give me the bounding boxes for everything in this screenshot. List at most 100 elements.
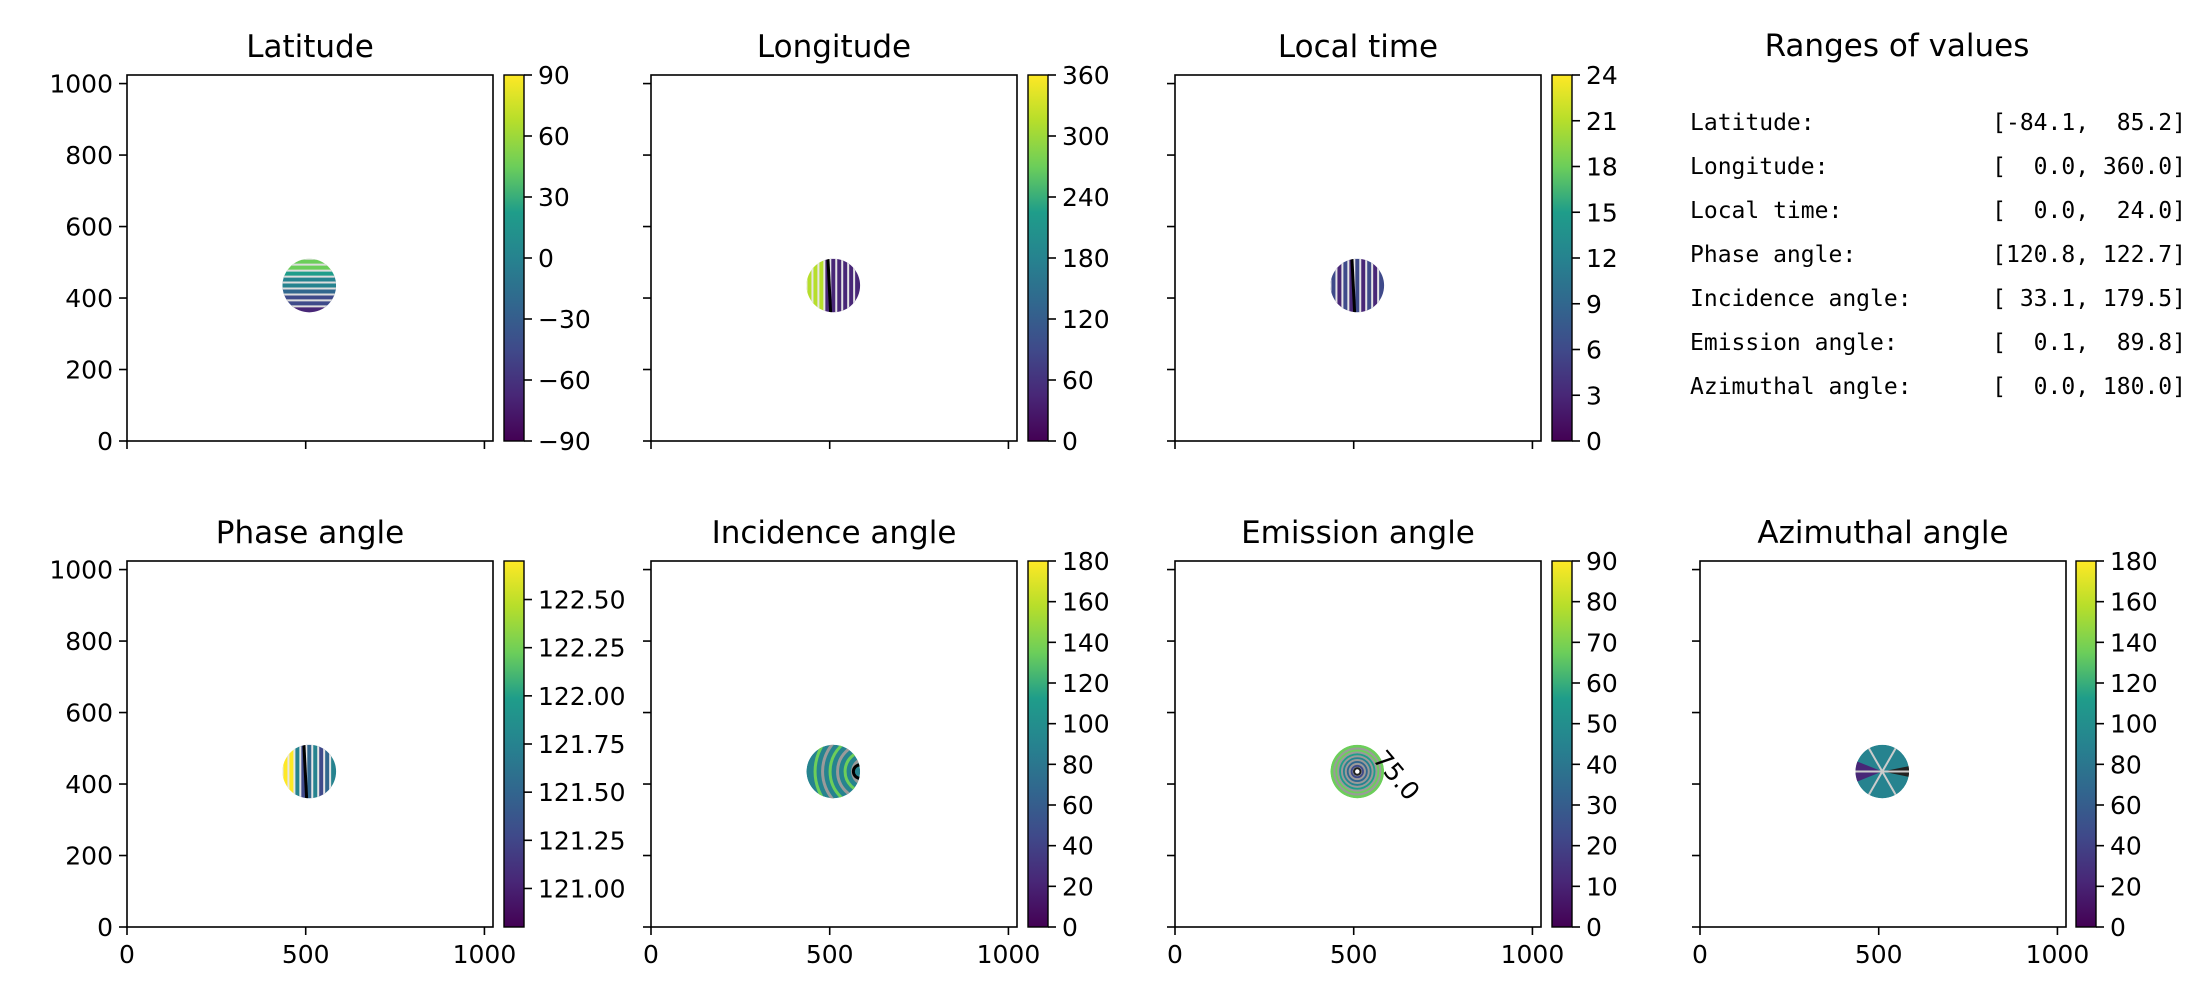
y-tick-label: 200 (65, 356, 113, 385)
colorbar-tick-label: 20 (1062, 872, 1094, 901)
ranges-panel: Ranges of values Latitude: [-84.1, 85.2]L… (1690, 28, 2186, 400)
range-value: [ 33.1, 179.5] (1992, 286, 2186, 312)
colorbar-tick-label: 121.50 (538, 778, 625, 807)
colorbar-tick-label: 160 (2110, 588, 2158, 617)
range-value: [-84.1, 85.2] (1992, 110, 2186, 136)
colorbar-scale (1551, 560, 1573, 928)
panel-incidence-angle: Incidence angle 0 500 1000 0 20 40 60 80 100 120 14… (643, 515, 1110, 969)
colorbar: 0 20 40 60 80 100 120 140 160 180 (1027, 547, 1110, 942)
colorbar-tick-label: 120 (1062, 669, 1110, 698)
x-tick-label: 1000 (977, 940, 1041, 969)
panel-longitude: Longitude 0 60 120 180 240 300 360 (643, 29, 1110, 456)
panel-title: Phase angle (216, 515, 404, 551)
colorbar-tick-label: 240 (1062, 183, 1110, 212)
colorbar-tick-label: 90 (1586, 547, 1618, 576)
y-tick-label: 400 (65, 770, 113, 799)
range-value: [120.8, 122.7] (1992, 242, 2186, 268)
y-tick-label: 600 (65, 213, 113, 242)
plot-area (1174, 74, 1542, 442)
colorbar-tick-label: 80 (1062, 750, 1094, 779)
plot-area (126, 560, 494, 928)
planet-disk (1855, 744, 1910, 799)
y-tick-label: 0 (97, 913, 113, 942)
colorbar-tick-label: 40 (2110, 832, 2142, 861)
colorbar-tick-label: 100 (1062, 710, 1110, 739)
colorbar-scale (1551, 74, 1573, 442)
colorbar: −90 −60 −30 0 30 60 90 (503, 61, 591, 456)
colorbar-tick-label: 50 (1586, 710, 1618, 739)
colorbar-tick-label: 12 (1586, 244, 1618, 273)
colorbar-tick-label: 3 (1586, 381, 1602, 410)
colorbar-tick-label: 6 (1586, 336, 1602, 365)
colorbar-scale (1027, 560, 1049, 928)
plot-area (650, 560, 1018, 928)
colorbar-tick-label: 0 (2110, 913, 2126, 942)
colorbar-scale (2075, 560, 2097, 928)
colorbar-tick-label: 40 (1586, 750, 1618, 779)
panel-title: Emission angle (1241, 515, 1475, 551)
range-value: [ 0.0, 360.0] (1992, 154, 2186, 180)
colorbar-tick-label: 120 (1062, 305, 1110, 334)
panel-local-time: Local time 0 3 6 9 12 15 18 21 24 (1167, 29, 1618, 456)
x-tick-label: 500 (806, 940, 854, 969)
colorbar-tick-label: 40 (1062, 832, 1094, 861)
colorbar-tick-label: 0 (1586, 427, 1602, 456)
x-tick-label: 1000 (2026, 940, 2090, 969)
panel-title: Incidence angle (712, 515, 957, 551)
range-row: Latitude: [-84.1, 85.2] (1690, 110, 2186, 136)
colorbar-tick-label: −30 (538, 305, 591, 334)
panel-title: Local time (1278, 29, 1438, 65)
colorbar-tick-label: −90 (538, 427, 591, 456)
colorbar-tick-label: 122.00 (538, 682, 625, 711)
colorbar: 0 3 6 9 12 15 18 21 24 (1551, 61, 1618, 456)
panel-title: Longitude (757, 29, 911, 65)
colorbar-tick-label: 180 (1062, 547, 1110, 576)
colorbar-tick-label: 60 (2110, 791, 2142, 820)
colorbar: 0 10 20 30 40 50 60 70 80 90 (1551, 547, 1618, 942)
range-label: Emission angle: (1690, 330, 1898, 356)
colorbar-tick-label: 121.75 (538, 730, 625, 759)
colorbar: 0 60 120 180 240 300 360 (1027, 61, 1110, 456)
colorbar-tick-label: 60 (1062, 791, 1094, 820)
range-label: Latitude: (1690, 110, 1815, 136)
x-tick-label: 0 (119, 940, 135, 969)
colorbar-tick-label: 60 (1586, 669, 1618, 698)
y-tick-label: 600 (65, 699, 113, 728)
colorbar-tick-label: 0 (1062, 427, 1078, 456)
colorbar-tick-label: 300 (1062, 122, 1110, 151)
x-tick-label: 0 (1692, 940, 1708, 969)
colorbar-tick-label: 10 (1586, 872, 1618, 901)
plot-area (1174, 560, 1542, 928)
range-label: Incidence angle: (1690, 286, 1912, 312)
colorbar-tick-label: 70 (1586, 628, 1618, 657)
colorbar-tick-label: 20 (1586, 832, 1618, 861)
colorbar-tick-label: 122.50 (538, 586, 625, 615)
colorbar-scale (1027, 74, 1049, 442)
colorbar-tick-label: 122.25 (538, 634, 625, 663)
colorbar-tick-label: 30 (1586, 791, 1618, 820)
range-label: Phase angle: (1690, 242, 1856, 268)
colorbar-tick-label: 100 (2110, 710, 2158, 739)
colorbar-tick-label: 18 (1586, 153, 1618, 182)
x-tick-label: 1000 (453, 940, 517, 969)
range-row: Emission angle: [ 0.1, 89.8] (1690, 330, 2186, 356)
range-label: Azimuthal angle: (1690, 374, 1912, 400)
colorbar-tick-label: 140 (2110, 628, 2158, 657)
colorbar-tick-label: 180 (2110, 547, 2158, 576)
colorbar-tick-label: 24 (1586, 61, 1618, 90)
panel-phase-angle: Phase angle 0 200 400 600 800 1000 0 500 1000 121.… (49, 515, 625, 969)
colorbar-tick-label: 140 (1062, 628, 1110, 657)
colorbar-tick-label: 9 (1586, 290, 1602, 319)
range-value: [ 0.1, 89.8] (1992, 330, 2186, 356)
panel-title: Azimuthal angle (1757, 515, 2008, 551)
colorbar-tick-label: −60 (538, 366, 591, 395)
colorbar-tick-label: 0 (1586, 913, 1602, 942)
range-label: Longitude: (1690, 154, 1828, 180)
colorbar: 0 20 40 60 80 100 120 140 160 180 (2075, 547, 2158, 942)
ranges-title: Ranges of values (1765, 28, 2030, 64)
colorbar-scale (503, 560, 525, 928)
colorbar-tick-label: 120 (2110, 669, 2158, 698)
panels: Latitude02004006008001000−90−60−30030609… (49, 29, 2157, 969)
